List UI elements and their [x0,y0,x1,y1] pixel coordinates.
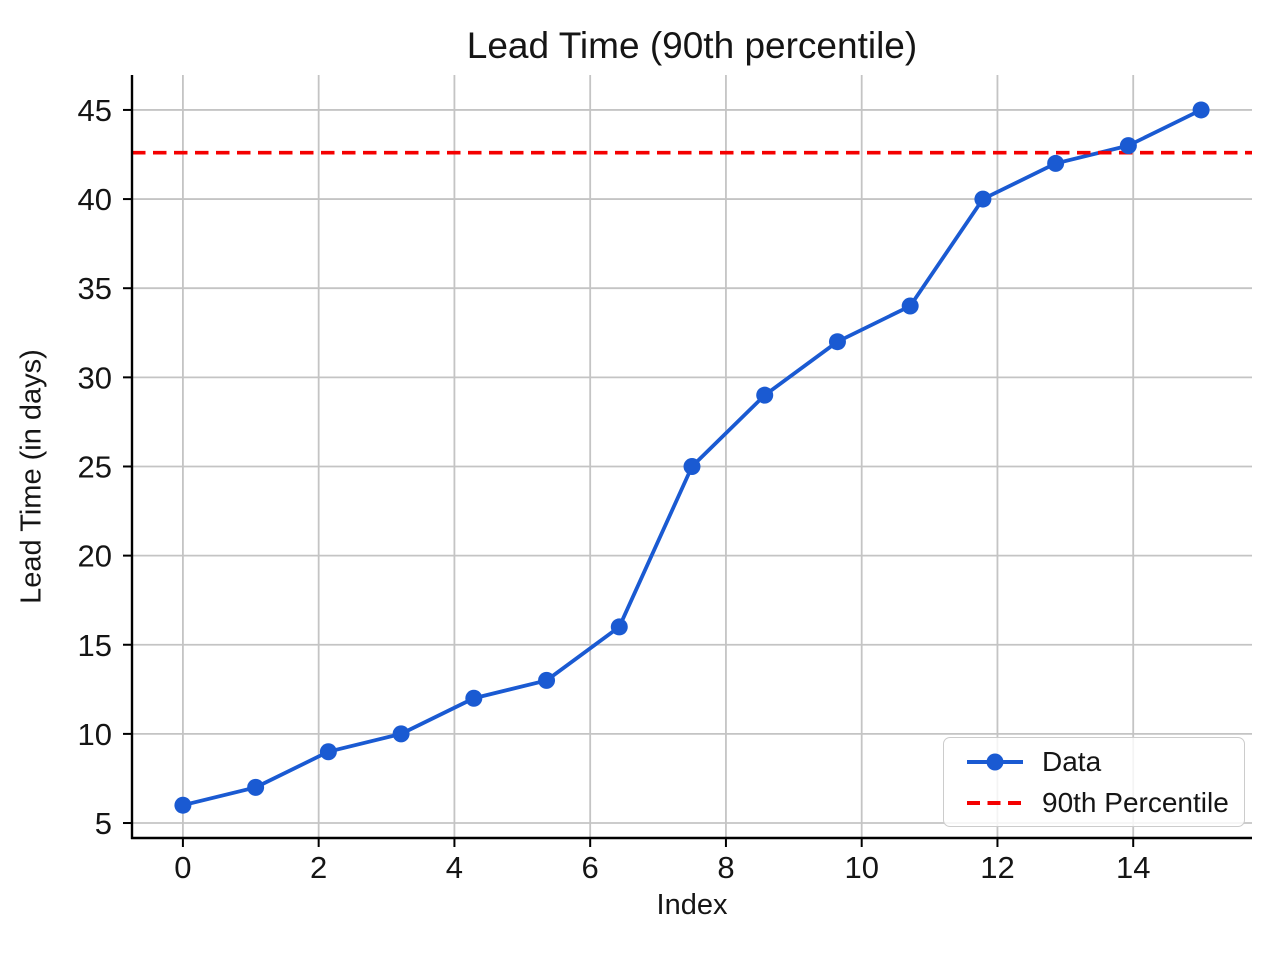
legend-item-percentile: 90th Percentile [966,787,1244,819]
data-point [247,778,265,796]
legend-label-data: Data [1042,745,1102,777]
data-point [319,743,337,761]
y-tick-label: 15 [78,628,112,663]
x-tick-label: 6 [582,850,599,885]
x-tick-label: 0 [174,850,191,885]
legend-item-data: Data [966,746,1244,778]
axes-spines [130,75,1252,840]
x-tick-label: 12 [980,850,1014,885]
data-point [538,671,556,689]
y-tick-label: 10 [78,717,112,752]
axis-ticks [123,108,1135,847]
y-tick-label: 5 [95,806,112,841]
data-point [901,297,919,315]
data-series-line [181,108,1203,808]
data-point [683,457,701,475]
data-point [974,190,992,208]
y-axis-label-text: Lead Time (in days) [15,349,48,604]
gridlines [132,75,1252,838]
x-tick-label: 4 [446,850,463,885]
data-point [392,725,410,743]
y-tick-label: 40 [78,182,112,217]
data-point [465,689,483,707]
data-point [756,386,774,404]
x-axis-label: Index [656,889,728,921]
data-series-legend-icon [967,753,1023,770]
data-point [828,333,846,351]
x-tick-label: 10 [844,850,878,885]
y-tick-label: 20 [78,539,112,574]
data-point [1119,137,1137,155]
chart-title: Lead Time (90th percentile) [466,25,918,66]
axis-tick-labels: 0 2 4 6 8 10 12 14 5 10 15 20 25 30 35 40 45 [78,93,1151,885]
data-point [610,618,628,636]
legend: Data 90th Percentile [943,737,1245,827]
percentile-line-legend-icon [967,800,1023,805]
x-tick-label: 8 [717,850,734,885]
y-tick-label: 25 [78,449,112,484]
data-series-markers [174,101,1210,814]
data-point [1192,101,1210,119]
y-tick-label: 45 [78,93,112,128]
y-tick-label: 30 [78,360,112,395]
y-tick-label: 35 [78,271,112,306]
x-tick-label: 2 [310,850,327,885]
data-point [174,796,192,814]
legend-label-percentile: 90th Percentile [1042,786,1229,818]
data-point [1047,154,1065,172]
x-tick-label: 14 [1116,850,1150,885]
